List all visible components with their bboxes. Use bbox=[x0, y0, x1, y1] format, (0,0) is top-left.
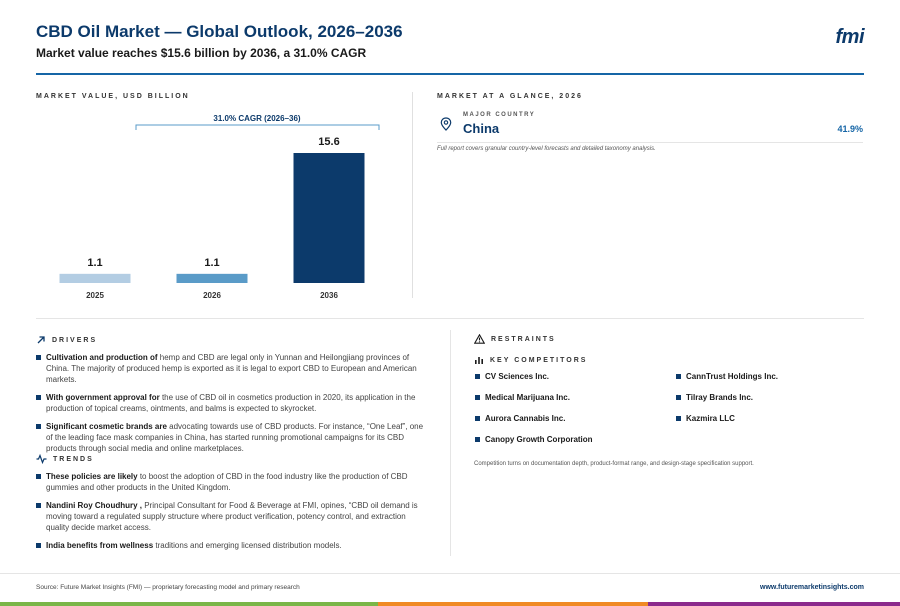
competitors-label: KEY COMPETITORS bbox=[490, 356, 588, 364]
list-item: Cultivation and production of hemp and C… bbox=[36, 352, 428, 385]
list-item: These policies are likely to boost the a… bbox=[36, 471, 428, 493]
bullet-square bbox=[475, 415, 480, 421]
competitors-header: KEY COMPETITORS bbox=[474, 355, 587, 365]
chart-section-label: MARKET VALUE, USD BILLION bbox=[36, 93, 190, 100]
competitors-list: CV Sciences Inc. CannTrust Holdings Inc.… bbox=[475, 371, 865, 444]
bullet-square bbox=[36, 543, 41, 548]
competitor-item: Medical Marijuana Inc. bbox=[475, 392, 676, 402]
competitor-item: Kazmira LLC bbox=[676, 413, 865, 423]
bar-2025 bbox=[59, 273, 131, 283]
restraints-header: RESTRAINTS bbox=[474, 334, 556, 344]
bullet-square bbox=[475, 373, 480, 379]
bar-value-label: 15.6 bbox=[318, 136, 339, 148]
source-note: Source: Future Market Insights (FMI) — p… bbox=[36, 584, 300, 591]
competitor-item: Tilray Brands Inc. bbox=[676, 392, 865, 402]
driver-bold: Significant cosmetic brands are bbox=[46, 422, 167, 431]
driver-bold: Cultivation and production of bbox=[46, 353, 158, 362]
arrow-up-right-icon bbox=[37, 336, 45, 344]
trends-label: TRENDS bbox=[53, 455, 94, 463]
driver-text: hemp and CBD are legal only in Yunnan an… bbox=[46, 353, 417, 384]
trend-text: traditions and emerging licensed distrib… bbox=[153, 541, 342, 550]
trend-line-icon bbox=[36, 454, 47, 464]
bullet-square bbox=[36, 395, 41, 400]
competitor-name: Kazmira LLC bbox=[686, 413, 735, 423]
cagr-bracket: 31.0% CAGR (2026–36) bbox=[135, 114, 380, 130]
bullet-square bbox=[36, 355, 41, 360]
bullet-square bbox=[676, 394, 681, 400]
bullet-square bbox=[36, 503, 41, 508]
bullet-square bbox=[36, 424, 41, 429]
driver-text: advocating towards use of CBD products. … bbox=[46, 422, 424, 453]
bullet-square bbox=[475, 436, 480, 442]
restraints-label: RESTRAINTS bbox=[491, 335, 556, 343]
color-bar-orange bbox=[378, 602, 648, 606]
competitor-item: CV Sciences Inc. bbox=[475, 371, 676, 381]
competitor-name: Tilray Brands Inc. bbox=[686, 392, 753, 402]
competitor-name: Medical Marijuana Inc. bbox=[485, 392, 570, 402]
bar-2026 bbox=[176, 273, 248, 283]
competitor-item: Canopy Growth Corporation bbox=[475, 434, 676, 444]
location-pin-icon bbox=[440, 117, 452, 131]
drivers-header: DRIVERS bbox=[36, 335, 97, 345]
bar-value-label: 1.1 bbox=[204, 257, 219, 269]
header-divider bbox=[36, 73, 864, 75]
competitor-name: Canopy Growth Corporation bbox=[485, 434, 593, 444]
warning-triangle-icon bbox=[474, 334, 485, 344]
trends-header: TRENDS bbox=[36, 454, 94, 464]
x-tick-label: 2026 bbox=[203, 291, 221, 300]
trends-list: These policies are likely to boost the a… bbox=[36, 471, 428, 558]
competitor-name: CV Sciences Inc. bbox=[485, 371, 550, 381]
bullet-square bbox=[676, 373, 681, 379]
glance-note: Full report covers granular country-leve… bbox=[437, 146, 656, 152]
bullet-square bbox=[676, 415, 681, 421]
competitor-item: CannTrust Holdings Inc. bbox=[676, 371, 865, 381]
trend-text: Principal Consultant for Food & Beverage… bbox=[46, 501, 418, 532]
color-bar-purple bbox=[648, 602, 900, 606]
competitor-name: CannTrust Holdings Inc. bbox=[686, 371, 779, 381]
major-country-label: MAJOR COUNTRY bbox=[463, 112, 536, 118]
bullet-square bbox=[36, 474, 41, 479]
market-value-bar-chart: 31.0% CAGR (2026–36) 1.1 1.1 15.6 2025 2026… bbox=[59, 114, 380, 300]
list-item: Significant cosmetic brands are advocati… bbox=[36, 421, 428, 454]
chart-divider bbox=[412, 92, 413, 298]
driver-text: the use of CBD oil in cosmetics producti… bbox=[46, 393, 416, 413]
x-tick-label: 2025 bbox=[86, 291, 104, 300]
bar-2036 bbox=[293, 153, 365, 283]
trend-bold: India benefits from wellness bbox=[46, 541, 154, 550]
fmi-logo: fmi bbox=[835, 26, 865, 48]
bullet-square bbox=[475, 394, 480, 400]
footer-divider bbox=[0, 573, 900, 574]
trend-bold: These policies are likely bbox=[46, 472, 138, 481]
competitors-note: Competition turns on documentation depth… bbox=[474, 461, 754, 467]
website-link[interactable]: www.futuremarketinsights.com bbox=[760, 584, 864, 591]
major-country-share: 41.9% bbox=[837, 124, 863, 134]
x-tick-label: 2036 bbox=[320, 291, 338, 300]
competitor-name: Aurora Cannabis Inc. bbox=[485, 413, 566, 423]
glance-section-label: MARKET AT A GLANCE, 2026 bbox=[437, 93, 583, 100]
trend-text: to boost the adoption of CBD in the food… bbox=[46, 472, 408, 492]
footer-color-bar bbox=[0, 602, 900, 606]
lower-divider bbox=[450, 330, 451, 556]
driver-bold: With government approval for bbox=[46, 393, 160, 402]
cagr-annotation: 31.0% CAGR (2026–36) bbox=[213, 114, 300, 123]
major-country-name: China bbox=[463, 121, 500, 136]
list-item: With government approval for the use of … bbox=[36, 392, 428, 414]
drivers-list: Cultivation and production of hemp and C… bbox=[36, 352, 428, 461]
list-item: India benefits from wellness traditions … bbox=[36, 540, 428, 551]
glance-divider bbox=[437, 142, 863, 143]
page-subtitle: Market value reaches $15.6 billion by 20… bbox=[36, 46, 367, 60]
competitor-item: Aurora Cannabis Inc. bbox=[475, 413, 676, 423]
bar-chart-icon bbox=[475, 357, 483, 364]
section-divider bbox=[36, 318, 864, 319]
bar-value-label: 1.1 bbox=[87, 257, 102, 269]
trend-bold: Nandini Roy Choudhury , bbox=[46, 501, 142, 510]
list-item: Nandini Roy Choudhury , Principal Consul… bbox=[36, 500, 428, 533]
page-title: CBD Oil Market — Global Outlook, 2026–20… bbox=[36, 22, 403, 41]
drivers-label: DRIVERS bbox=[52, 336, 98, 344]
color-bar-green bbox=[0, 602, 378, 606]
